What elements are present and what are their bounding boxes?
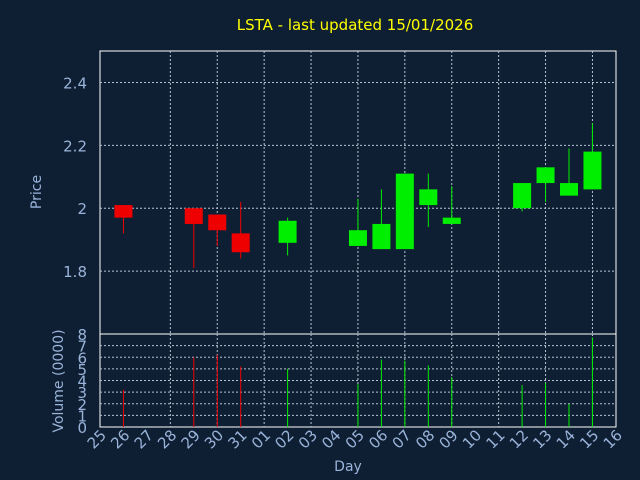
volume-y-tick-label: 3 [77,384,87,402]
volume-y-tick-label: 0 [77,419,87,437]
volume-y-tick-label: 2 [77,396,87,414]
candle-body [372,223,391,250]
volume-y-tick-label: 6 [77,349,87,367]
volume-y-tick-label: 7 [77,338,87,356]
x-axis-label: Day [334,459,362,475]
price-y-tick-label: 2 [77,200,87,218]
volume-bars [122,337,593,427]
price-y-axis-label: Price [29,175,45,209]
price-y-tick-label: 2.4 [63,74,87,92]
candle-body [583,151,602,190]
volume-y-tick-label: 1 [77,407,87,425]
candle-body [278,220,297,243]
volume-y-tick-label: 4 [77,373,87,391]
candle-body [442,217,461,224]
candle-body [536,167,555,184]
volume-y-tick-label: 8 [77,326,87,344]
candle-body [395,173,414,250]
candle-body [184,208,203,224]
candle-body [348,230,367,246]
candle-body [560,183,578,196]
candle-body [114,205,133,218]
candle-body [419,189,438,206]
chart-title: LSTA - last updated 15/01/2026 [237,16,474,34]
candle-body [208,214,227,231]
candle-body [231,233,250,253]
volume-y-tick-label: 5 [77,361,87,379]
candles [114,123,602,268]
x-tick-labels: 2526272829303101020304050607080910111213… [84,426,626,452]
volume-y-axis-label: Volume (0000) [51,329,67,432]
price-y-tick-labels: 1.8 2 2.2 2.4 [63,74,87,281]
candle-body [513,183,532,209]
price-y-tick-label: 1.8 [63,263,87,281]
price-panel: 1.8 2 2.2 2.4 Price [29,50,617,335]
price-y-tick-label: 2.2 [63,137,87,155]
